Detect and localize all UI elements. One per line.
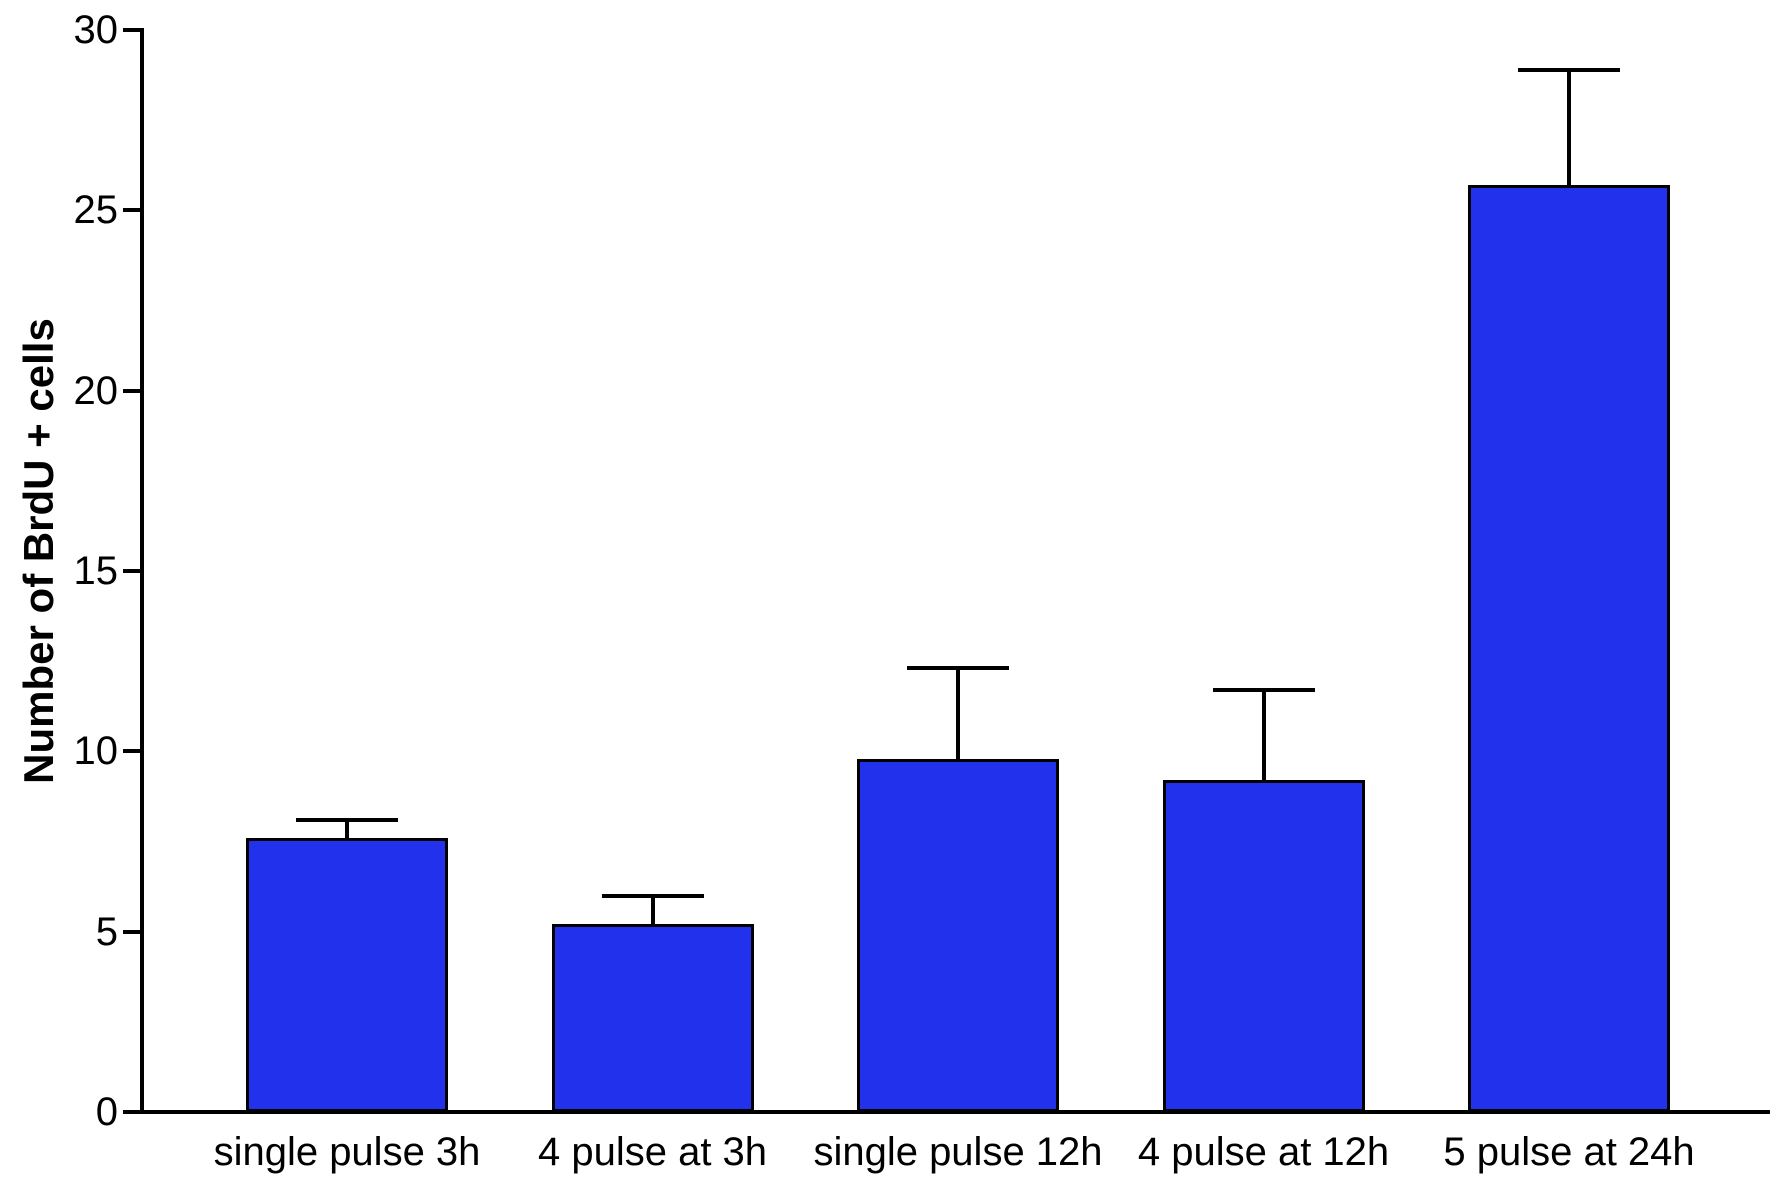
y-tick-20 bbox=[123, 388, 143, 393]
y-tick-label-25: 25 bbox=[73, 188, 119, 233]
bar-4-pulse-at-12h bbox=[1162, 780, 1365, 1112]
y-tick-10 bbox=[123, 749, 143, 754]
error-bar-cap bbox=[1212, 687, 1315, 692]
error-bar-stem bbox=[1261, 689, 1266, 781]
error-bar-cap bbox=[296, 817, 398, 822]
y-tick-label-10: 10 bbox=[73, 729, 119, 774]
error-bar-stem bbox=[1567, 69, 1571, 185]
bar-single-pulse-3h bbox=[246, 837, 448, 1112]
bar-5-pulse-at-24h bbox=[1468, 185, 1670, 1112]
error-bar-stem bbox=[345, 819, 349, 838]
y-tick-label-0: 0 bbox=[95, 1090, 118, 1134]
y-tick-label-15: 15 bbox=[73, 548, 119, 593]
x-axis-line bbox=[140, 1110, 1770, 1114]
x-category-label-5-pulse-at-24h: 5 pulse at 24h bbox=[1443, 1130, 1695, 1174]
x-category-label-single-pulse-12h: single pulse 12h bbox=[813, 1130, 1103, 1174]
error-bar-stem bbox=[650, 895, 655, 925]
y-tick-label-5: 5 bbox=[95, 909, 118, 954]
bar-single-pulse-12h bbox=[857, 758, 1059, 1112]
error-bar-cap bbox=[907, 666, 1009, 671]
error-bar-cap bbox=[1518, 67, 1620, 72]
error-bar-stem bbox=[956, 668, 960, 759]
y-tick-25 bbox=[123, 208, 143, 213]
y-tick-label-20: 20 bbox=[73, 368, 119, 413]
error-bar-cap bbox=[601, 893, 704, 898]
x-category-label-single-pulse-3h: single pulse 3h bbox=[213, 1130, 481, 1174]
x-category-label-4-pulse-at-3h: 4 pulse at 3h bbox=[537, 1130, 768, 1174]
x-category-label-4-pulse-at-12h: 4 pulse at 12h bbox=[1137, 1130, 1390, 1174]
y-tick-30 bbox=[123, 27, 143, 32]
y-tick-5 bbox=[123, 929, 143, 934]
y-tick-0 bbox=[123, 1110, 143, 1114]
y-tick-15 bbox=[123, 568, 143, 573]
bar-4-pulse-at-3h bbox=[551, 924, 754, 1112]
y-tick-label-30: 30 bbox=[73, 7, 119, 52]
